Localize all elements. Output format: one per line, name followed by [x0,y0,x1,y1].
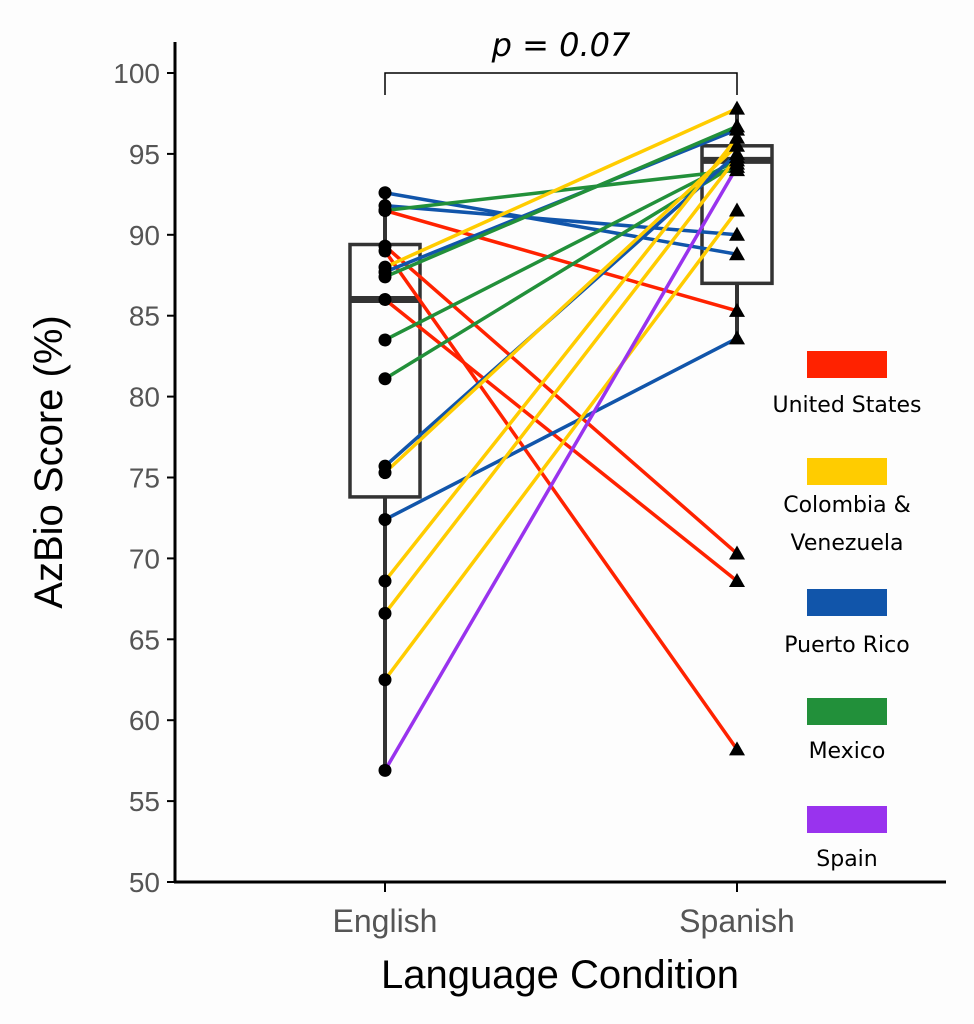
spanish-point-4 [729,545,745,560]
pair-line-united-states-9 [383,298,739,583]
legend-swatch-mexico [807,698,887,725]
y-tick-label-75: 75 [129,463,160,494]
spanish-point-14 [729,330,745,345]
y-tick-label-100: 100 [113,58,160,89]
english-point-3 [378,204,392,218]
english-point-11 [378,372,392,386]
x-tick-label-spanish: Spanish [679,903,795,939]
pair-line-colombia-and-venezuela-16 [383,156,739,615]
legend-swatch-puerto-rico [807,589,887,616]
english-point-10 [378,333,392,347]
spanish-point-9 [729,573,745,588]
pair-line-united-states-5 [383,249,739,751]
pair-line-colombia-and-venezuela-17 [383,209,739,681]
y-tick-label-60: 60 [129,705,160,736]
english-point-8 [378,270,392,284]
legend-label-mexico: Mexico [809,739,886,764]
y-axis-label: AzBio Score (%) [27,315,71,608]
y-tick-label-55: 55 [129,786,160,817]
pair-line-mexico-8 [384,124,738,279]
spanish-point-18 [729,158,745,173]
english-point-15 [378,574,392,588]
x-axis-label: Language Condition [381,953,739,997]
english-point-13 [378,466,392,480]
spanish-point-1 [729,226,745,241]
pair-line-colombia-and-venezuela-6 [384,107,738,269]
p-value-annotation: p = 0.07 [491,26,631,64]
y-tick-label-50: 50 [129,867,160,898]
pair-line-united-states-3 [384,208,738,313]
legend-swatch-spain [807,806,887,833]
english-point-17 [378,673,392,687]
pair-line-colombia-and-venezuela-15 [383,136,739,583]
spanish-point-16 [729,149,745,164]
english-point-18 [378,763,392,777]
english-point-14 [378,513,392,527]
pair-line-puerto-rico-14 [384,336,738,522]
legend-label-spain: Spain [816,847,877,872]
legend-label-colombia-and-venezuela: Colombia & Venezuela [783,493,911,556]
spanish-point-3 [729,302,745,317]
legend-swatch-united-states [807,351,887,378]
pair-line-mexico-2 [384,168,738,213]
pair-line-united-states-4 [383,244,739,555]
spanish-point-13 [729,137,745,152]
y-tick-label-65: 65 [129,624,160,655]
english-point-5 [378,244,392,258]
y-tick-label-85: 85 [129,301,160,332]
y-tick-label-95: 95 [129,139,160,170]
legend-label-united-states: United States [773,393,922,418]
spanish-point-6 [729,100,745,115]
english-point-9 [378,293,392,307]
y-tick-label-90: 90 [129,220,160,251]
significance-bracket [384,72,738,95]
spanish-point-5 [729,741,745,756]
english-point-0 [378,186,392,200]
spanish-point-15 [729,129,745,144]
pair-line-mexico-10 [384,158,738,342]
spanish-point-8 [729,118,745,133]
y-tick-label-70: 70 [129,543,160,574]
legend-label-puerto-rico: Puerto Rico [784,633,909,658]
pair-line-spain-18 [383,165,739,772]
spanish-point-0 [729,246,745,261]
english-point-16 [378,606,392,620]
y-tick-label-80: 80 [129,382,160,413]
legend: United States Colombia & Venezuela Puerto R… [773,351,922,872]
pair-line-puerto-rico-1 [384,203,738,237]
spanish-point-17 [729,202,745,217]
legend-swatch-colombia-and-venezuela [807,458,887,485]
pair-line-colombia-and-venezuela-13 [383,144,739,474]
x-tick-label-english: English [333,903,438,939]
